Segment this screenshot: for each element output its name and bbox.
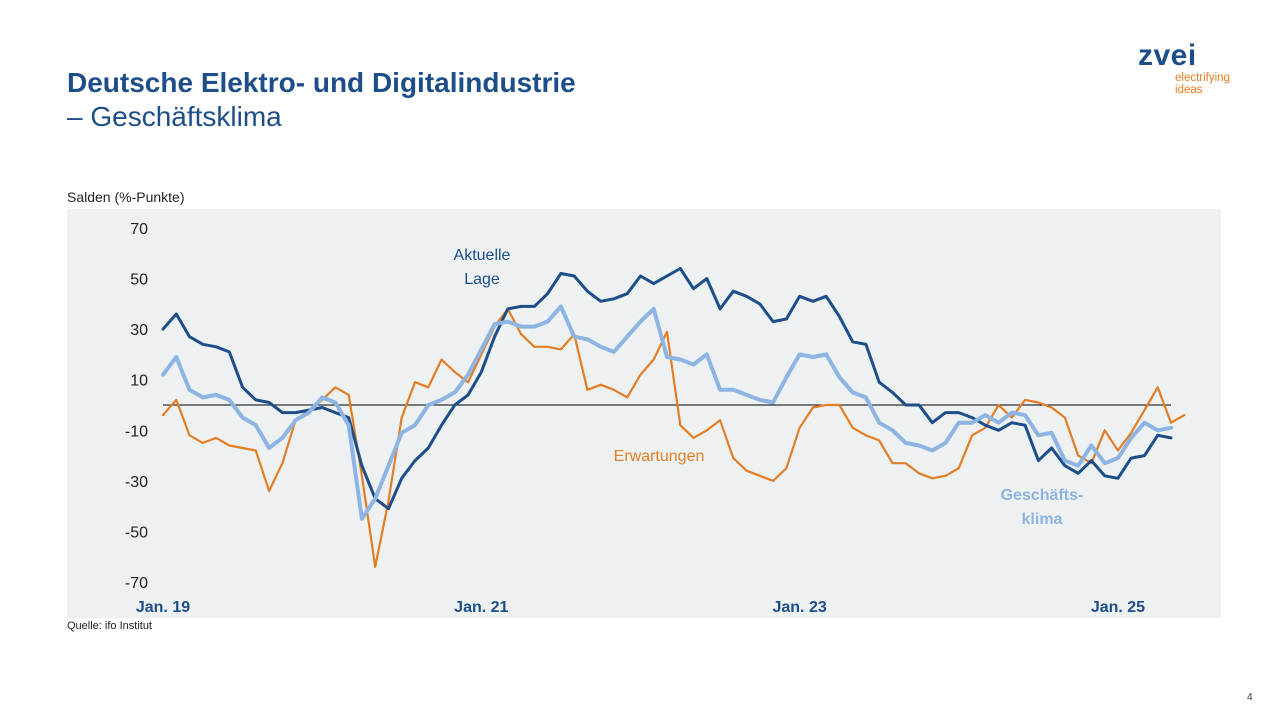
logo-wordmark: zvei xyxy=(1138,39,1197,72)
page-number: 4 xyxy=(1247,692,1253,703)
y-tick-label: 50 xyxy=(130,272,148,289)
series-lines xyxy=(161,267,1186,568)
series-line-aktuelle-lage xyxy=(161,267,1173,511)
series-labels: Aktuelle Lage Erwartungen Geschäfts-klima xyxy=(454,247,1084,528)
series-label: Erwartungen xyxy=(614,448,705,465)
x-tick-label: Jan. 21 xyxy=(454,599,508,616)
y-tick-label: -50 xyxy=(125,524,148,541)
y-tick-label: -70 xyxy=(125,575,148,592)
y-tick-label: 70 xyxy=(130,221,148,238)
title-line-1: Deutsche Elektro- und Digitalindustrie xyxy=(67,67,576,98)
y-tick-label: -30 xyxy=(125,474,148,491)
logo-tagline-line-1: electrifying xyxy=(1175,72,1230,84)
y-tick-label: -10 xyxy=(125,423,148,440)
x-tick-label: Jan. 19 xyxy=(136,599,190,616)
slide-title: Deutsche Elektro- und Digitalindustrie –… xyxy=(67,66,576,134)
logo-tagline-line-2: ideas xyxy=(1175,84,1203,96)
title-line-2: – Geschäftsklima xyxy=(67,101,282,132)
x-tick-label: Jan. 25 xyxy=(1091,599,1145,616)
series-line-geschäftsklima xyxy=(161,304,1173,521)
y-axis-ticks: 70 50 30 10 -10 -30 -50 -70 xyxy=(125,221,148,592)
source-note: Quelle: ifo Institut xyxy=(67,620,152,632)
series-label: Geschäfts-klima xyxy=(1001,487,1084,528)
y-tick-label: 30 xyxy=(130,322,148,339)
zvei-logo: zvei electrifying ideas xyxy=(1138,39,1248,97)
x-tick-label: Jan. 23 xyxy=(772,599,826,616)
y-axis-unit-label: Salden (%-Punkte) xyxy=(67,189,185,205)
y-tick-label: 10 xyxy=(130,373,148,390)
x-axis-ticks: Jan. 19 Jan. 21 Jan. 23 Jan. 25 xyxy=(136,599,1145,616)
series-label: Aktuelle Lage xyxy=(454,247,511,288)
